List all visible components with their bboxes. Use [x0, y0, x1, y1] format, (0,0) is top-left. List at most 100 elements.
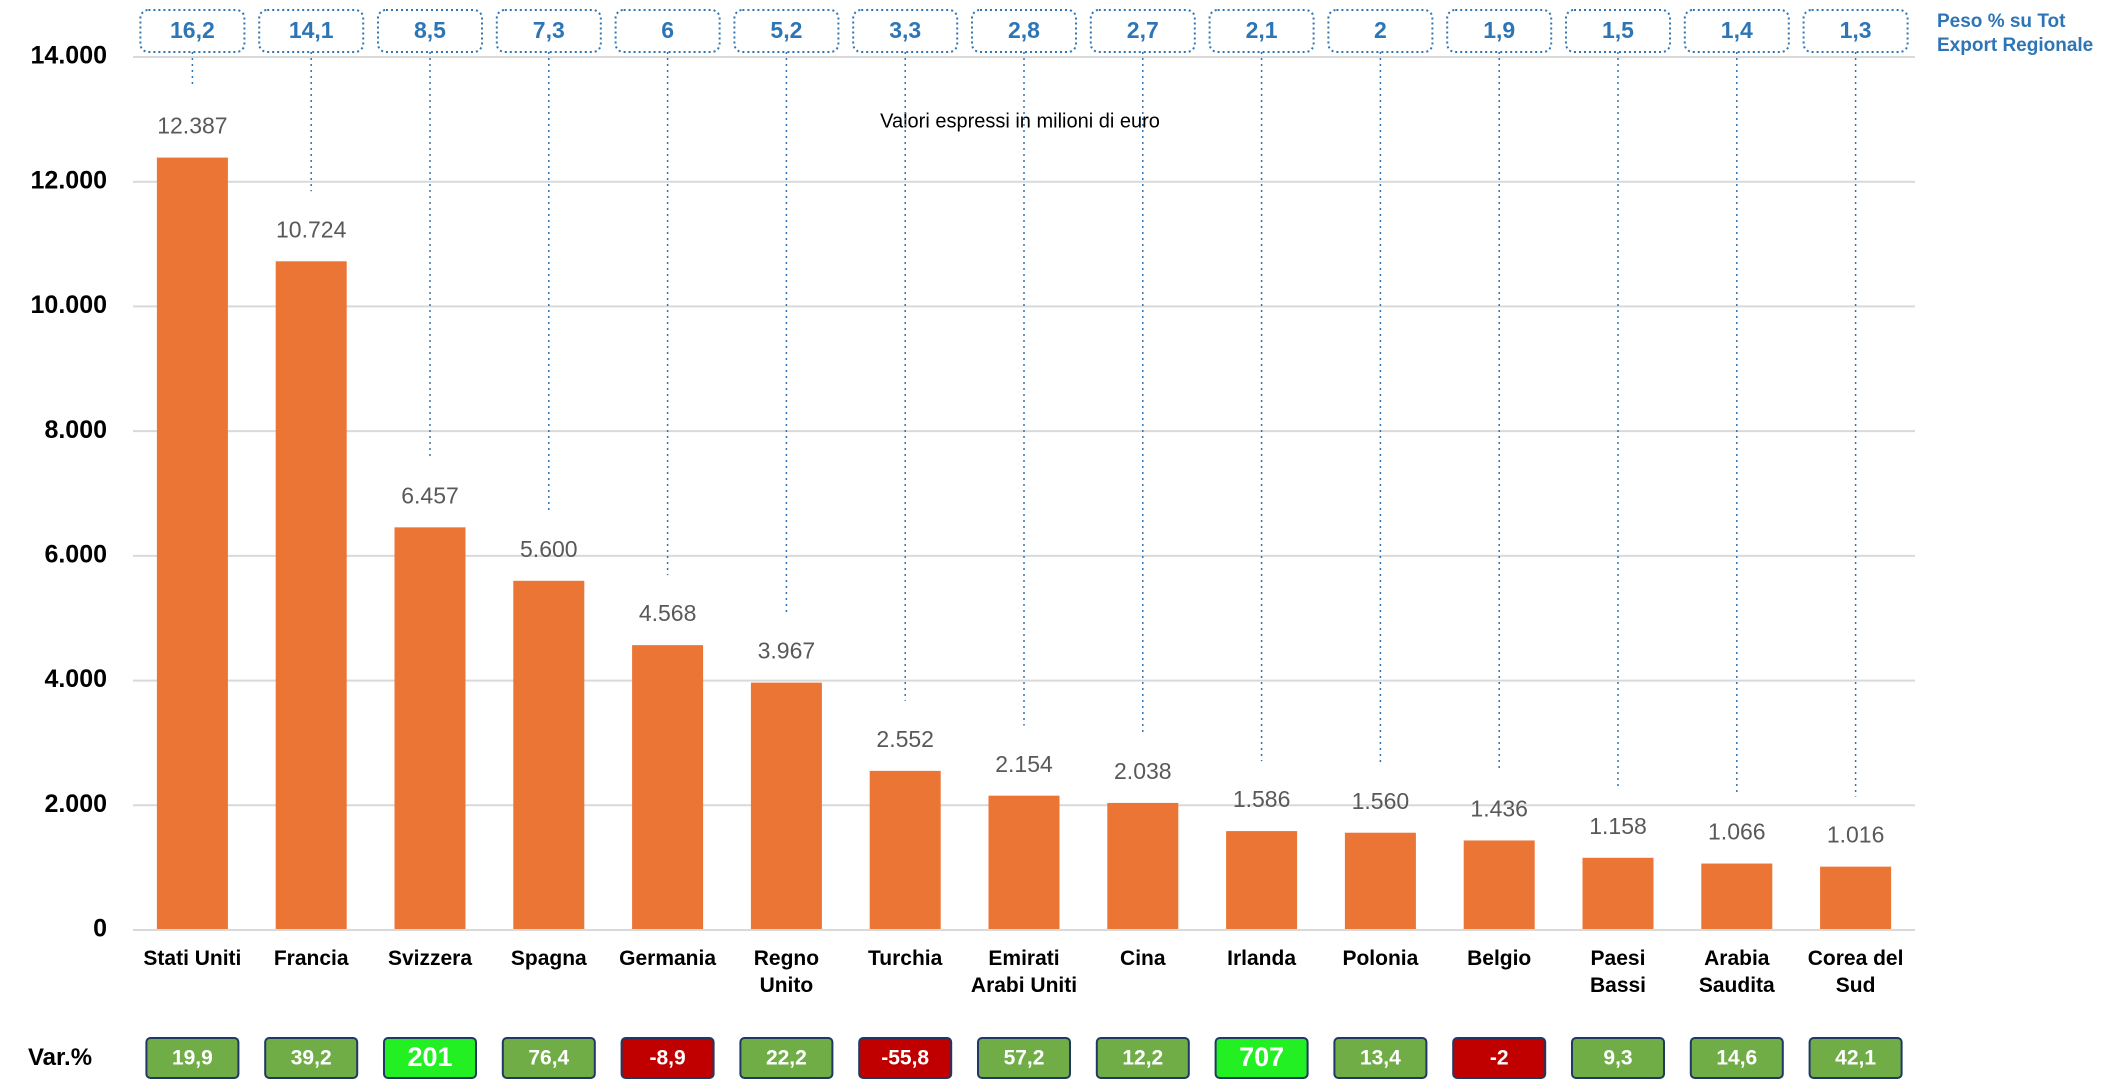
bar: [513, 580, 585, 930]
y-tick-label: 10.000: [31, 291, 107, 319]
peso-label: 3,3: [889, 17, 921, 43]
x-tick-label: Corea del Sud: [1807, 947, 1904, 997]
value-label: 1.158: [1589, 813, 1647, 839]
var-label: -2: [1490, 1047, 1509, 1070]
value-label: 2.038: [1114, 758, 1172, 784]
peso-label: 8,5: [414, 17, 446, 43]
var-label: 12,2: [1122, 1047, 1163, 1070]
var-box: [1452, 1037, 1547, 1079]
peso-label: 5,2: [770, 17, 802, 43]
var-box: [1689, 1037, 1784, 1079]
x-tick-label: Regno Unito: [753, 947, 820, 997]
value-label: 10.724: [276, 216, 347, 242]
value-label: 1.066: [1708, 819, 1766, 845]
var-label: 39,2: [291, 1047, 332, 1070]
var-label: 9,3: [1603, 1047, 1632, 1070]
x-tick-label: Emirati Arabi Uniti: [970, 947, 1078, 997]
var-box: [977, 1037, 1071, 1079]
bar: [988, 795, 1060, 930]
value-label: 2.154: [995, 751, 1053, 777]
var-box: [145, 1037, 240, 1079]
var-label: 19,9: [172, 1047, 213, 1070]
y-tick-label: 2.000: [44, 790, 107, 818]
y-tick-label: 8.000: [44, 416, 107, 444]
var-box: [1571, 1037, 1665, 1079]
bar: [1820, 866, 1892, 930]
bar: [750, 682, 822, 930]
peso-label: 1,5: [1602, 17, 1634, 43]
x-tick-label: Spagna: [510, 947, 587, 970]
peso-label: 1,4: [1721, 17, 1753, 43]
var-label: 57,2: [1004, 1047, 1045, 1070]
var-box: [1214, 1037, 1309, 1079]
y-tick-label: 12.000: [31, 166, 107, 194]
value-label: 1.560: [1352, 788, 1410, 814]
value-label: 4.568: [639, 600, 697, 626]
value-label: 6.457: [401, 482, 459, 508]
x-tick-label: Germania: [619, 947, 717, 970]
peso-label: 2,8: [1008, 17, 1040, 43]
bar: [1582, 857, 1654, 930]
var-box: [1333, 1037, 1428, 1079]
var-box: [501, 1037, 596, 1079]
bar: [632, 645, 704, 930]
var-label: 14,6: [1716, 1047, 1757, 1070]
bar: [1701, 863, 1773, 930]
y-tick-label: 6.000: [44, 540, 107, 568]
y-tick-label: 4.000: [44, 665, 107, 693]
peso-label: 7,3: [533, 17, 565, 43]
x-tick-label: Paesi Bassi: [1589, 947, 1647, 997]
peso-label: 6: [661, 17, 674, 43]
var-label: -8,9: [650, 1047, 686, 1070]
var-title: Var.%: [28, 1044, 93, 1071]
y-tick-label: 14.000: [31, 42, 107, 70]
peso-label: 14,1: [289, 17, 334, 43]
var-box: [383, 1037, 477, 1079]
x-tick-label: Stati Uniti: [143, 947, 242, 970]
bar: [1344, 832, 1416, 930]
x-tick-label: Belgio: [1467, 947, 1532, 970]
var-label: 13,4: [1360, 1047, 1401, 1070]
var-label: 76,4: [528, 1047, 569, 1070]
value-label: 12.387: [157, 113, 227, 139]
bar: [1226, 831, 1298, 930]
y-tick-label: 0: [93, 915, 107, 943]
var-box: [620, 1037, 715, 1079]
x-tick-label: Francia: [273, 947, 349, 970]
var-box: [858, 1037, 953, 1079]
var-label: 707: [1239, 1042, 1284, 1072]
x-tick-label: Svizzera: [387, 947, 473, 970]
bar: [394, 527, 466, 930]
peso-label: 2: [1374, 17, 1387, 43]
bar: [1463, 840, 1535, 930]
bar: [869, 770, 941, 930]
var-box: [264, 1037, 359, 1079]
x-tick-label: Cina: [1120, 947, 1166, 970]
value-label: 5.600: [520, 536, 578, 562]
bar: [275, 261, 347, 931]
var-label: 22,2: [766, 1047, 807, 1070]
value-label: 1.016: [1827, 822, 1885, 848]
var-box: [1095, 1037, 1190, 1079]
var-box: [1808, 1037, 1903, 1079]
peso-label: 16,2: [170, 17, 215, 43]
var-label: -55,8: [881, 1047, 929, 1070]
x-tick-label: Arabia Saudita: [1698, 947, 1775, 997]
x-tick-label: Turchia: [868, 947, 943, 970]
peso-label: 1,9: [1483, 17, 1515, 43]
var-label: 201: [407, 1042, 452, 1072]
peso-title: Peso % su Tot Export Regionale: [1937, 11, 2094, 56]
peso-label: 2,1: [1246, 17, 1278, 43]
x-tick-label: Irlanda: [1227, 947, 1297, 970]
peso-label: 1,3: [1840, 17, 1872, 43]
var-box: [739, 1037, 834, 1079]
value-label: 1.436: [1470, 796, 1528, 822]
value-label: 1.586: [1233, 786, 1291, 812]
x-tick-label: Polonia: [1342, 947, 1419, 970]
value-label: 2.552: [876, 726, 934, 752]
bar: [156, 157, 228, 930]
var-label: 42,1: [1835, 1047, 1876, 1070]
bar: [1107, 802, 1179, 930]
